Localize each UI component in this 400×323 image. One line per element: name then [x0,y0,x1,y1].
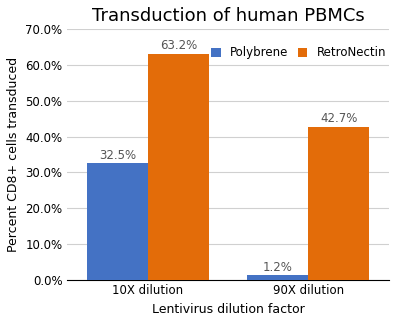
Text: 42.7%: 42.7% [320,112,358,126]
Y-axis label: Percent CD8+ cells transduced: Percent CD8+ cells transduced [7,57,20,252]
Title: Transduction of human PBMCs: Transduction of human PBMCs [92,7,364,25]
Text: 1.2%: 1.2% [263,261,293,274]
Text: 32.5%: 32.5% [99,149,136,162]
Legend: Polybrene, RetroNectin: Polybrene, RetroNectin [208,43,390,63]
Text: 63.2%: 63.2% [160,39,197,52]
Bar [148,54,209,280]
X-axis label: Lentivirus dilution factor: Lentivirus dilution factor [152,303,304,316]
Bar [308,127,370,280]
Bar [248,275,308,280]
Bar [87,163,148,280]
